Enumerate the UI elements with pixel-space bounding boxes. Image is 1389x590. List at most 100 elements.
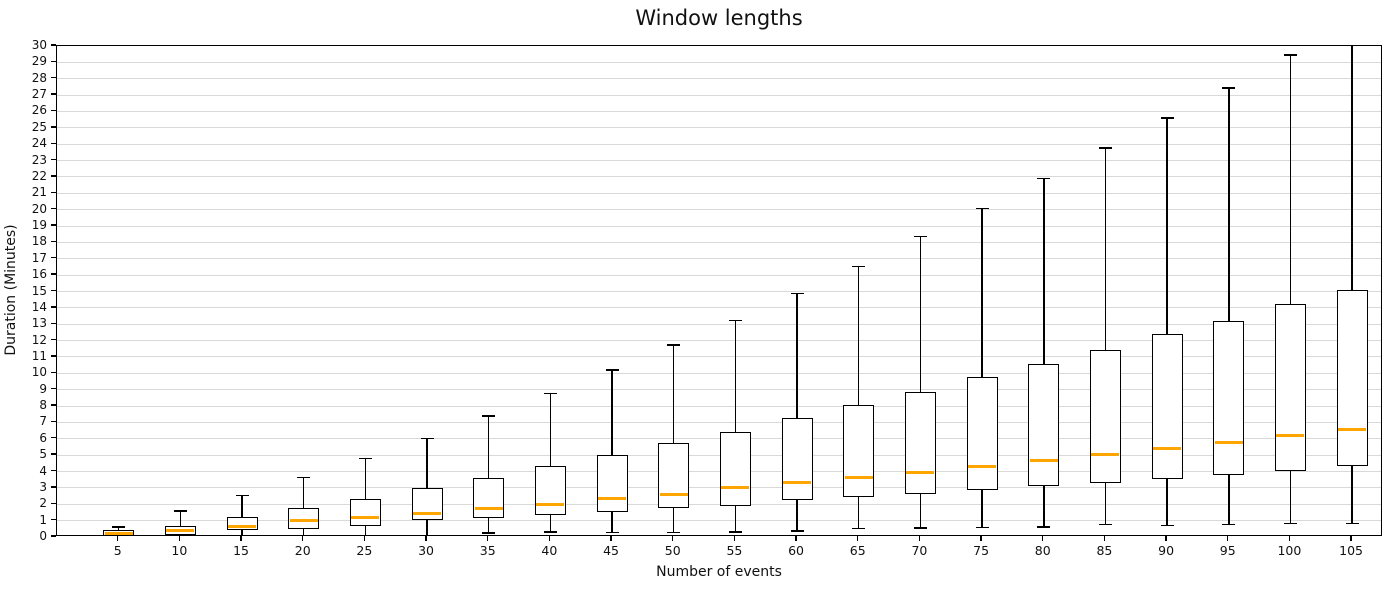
y-tick-label: 18 [31,234,47,249]
lower-whisker-cap [1283,522,1297,525]
upper-whisker-line [241,495,243,518]
y-tick-label: 14 [31,299,47,314]
y-tick-mark [51,404,56,406]
upper-whisker-line [1228,87,1230,321]
gridline [57,372,1381,374]
y-tick-label: 29 [31,54,47,69]
lower-whisker-line [302,528,305,535]
gridline [57,274,1381,276]
lower-whisker-line [241,530,243,535]
x-tick-mark [178,536,181,541]
upper-whisker-cap [112,526,126,528]
gridline [57,356,1381,358]
upper-whisker-cap [1037,177,1051,180]
x-tick-label: 25 [356,543,373,558]
lower-whisker-cap [420,534,434,535]
y-tick-mark [51,126,56,128]
y-tick-mark [51,371,56,374]
upper-whisker-cap [1160,117,1174,119]
lower-whisker-line [1104,482,1107,525]
upper-whisker-cap [358,457,372,460]
y-tick-label: 0 [39,529,47,543]
x-tick-label: 90 [1158,543,1175,558]
gridline [57,323,1381,325]
y-tick-label: 21 [31,185,47,200]
lower-whisker-cap [297,535,310,536]
median-line [536,502,565,506]
y-tick-mark [51,289,56,292]
upper-whisker-cap [420,437,434,440]
iqr-box [349,498,381,527]
iqr-box [658,442,690,508]
x-tick-mark [1042,536,1044,541]
x-tick-label: 50 [664,543,681,558]
gridline [57,225,1381,227]
upper-whisker-line [981,208,983,378]
x-tick-mark [980,536,982,541]
lower-whisker-cap [482,532,496,534]
upper-whisker-line [426,438,428,489]
iqr-box [1336,290,1368,467]
y-tick-mark [51,109,56,112]
iqr-box [1089,349,1121,483]
upper-whisker-cap [605,369,619,371]
x-tick-mark [1288,536,1291,541]
median-line [598,497,627,501]
x-tick-mark [363,536,366,541]
median-line [783,481,812,485]
y-tick-mark [51,535,56,537]
median-line [289,519,318,523]
lower-whisker-line [919,493,922,528]
y-tick-label: 16 [31,267,47,282]
x-tick-label: 20 [294,543,311,558]
x-tick-label: 35 [479,543,496,558]
median-line [1276,434,1305,438]
lower-whisker-line [487,517,490,533]
upper-whisker-line [549,393,552,467]
y-tick-mark [51,420,56,423]
x-tick-mark [487,536,489,541]
lower-whisker-cap [543,531,557,533]
upper-whisker-cap [543,392,557,395]
y-tick-mark [51,338,56,341]
iqr-box [1028,364,1060,486]
median-line [1153,446,1182,450]
lower-whisker-line [364,526,367,535]
iqr-box [719,431,751,507]
lower-whisker-cap [605,531,619,534]
upper-whisker-line [1351,46,1353,291]
upper-whisker-line [1166,117,1168,335]
median-line [1091,453,1120,457]
upper-whisker-line [796,293,798,418]
y-tick-mark [51,93,56,95]
x-tick-label: 100 [1277,543,1302,558]
y-tick-mark [51,142,56,144]
upper-whisker-line [857,266,860,406]
lower-whisker-line [1043,485,1045,527]
x-tick-label: 30 [418,543,434,558]
y-tick-label: 4 [39,463,47,478]
y-tick-mark [51,388,56,390]
x-tick-label: 70 [911,543,928,558]
gridline [57,307,1381,309]
lower-whisker-line [981,490,983,528]
y-tick-label: 3 [39,479,47,494]
y-tick-mark [51,518,56,521]
x-tick-label: 45 [603,543,619,558]
upper-whisker-line [1289,55,1292,305]
gridline [57,438,1381,440]
gridline [57,78,1381,80]
gridline [57,471,1381,473]
x-tick-label: 60 [788,543,805,558]
y-tick-label: 1 [39,512,47,527]
upper-whisker-line [919,236,922,392]
upper-whisker-cap [790,292,804,295]
gridline [57,160,1381,162]
x-tick-mark [548,536,551,541]
gridline [57,454,1381,456]
y-tick-mark [51,207,56,210]
gridline [57,389,1381,391]
x-tick-mark [795,536,797,541]
lower-whisker-cap [667,531,681,534]
